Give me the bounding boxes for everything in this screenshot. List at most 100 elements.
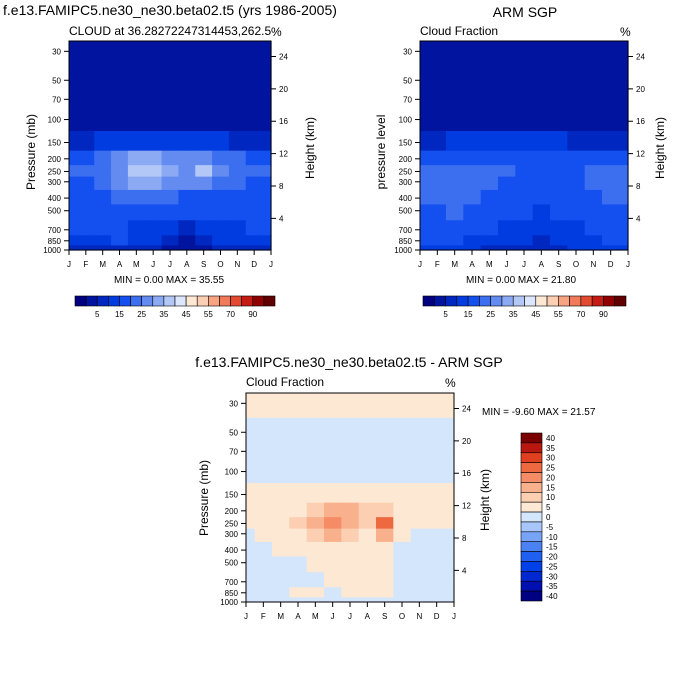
data-cell [445, 517, 455, 530]
data-cell [619, 85, 629, 132]
colorbar-label: 5 [95, 310, 100, 319]
data-cell [428, 245, 447, 251]
data-cell [127, 189, 146, 206]
y-tick-label: 150 [399, 139, 413, 148]
data-cell [428, 541, 446, 558]
colorbar-label: 25 [546, 464, 555, 473]
colorbar-box [520, 501, 543, 513]
panel2-units-label: % [620, 25, 631, 39]
data-cell [446, 85, 464, 132]
x-tick-label: M [486, 260, 493, 269]
colorbar-label: -10 [546, 533, 558, 542]
data-cell [420, 220, 430, 236]
data-cell [69, 165, 79, 178]
colorbar-box [96, 295, 109, 307]
data-cell [246, 572, 256, 588]
data-cell [289, 517, 308, 530]
x-tick-label: F [435, 260, 440, 269]
data-cell [420, 131, 430, 152]
data-cell [420, 176, 430, 191]
data-cell [463, 150, 482, 166]
data-cell [94, 204, 112, 221]
data-cell [272, 451, 290, 484]
data-cell [246, 528, 256, 543]
data-cell [144, 204, 163, 221]
data-cell [245, 220, 264, 236]
y-right-tick-label: 8 [279, 182, 284, 191]
data-cell [602, 150, 620, 166]
data-cell [358, 587, 377, 598]
data-cell [254, 587, 273, 598]
colorbar-box [141, 295, 154, 307]
colorbar-label: 15 [546, 483, 555, 492]
data-cell [245, 189, 264, 206]
data-cell [245, 176, 264, 191]
data-cell [306, 417, 325, 453]
data-cell [550, 131, 568, 152]
colorbar-box [208, 295, 220, 307]
data-cell [446, 41, 464, 87]
colorbar-box [520, 551, 543, 562]
data-cell [94, 165, 112, 178]
data-cell [446, 131, 464, 152]
y-right-tick-label: 8 [462, 534, 467, 543]
data-cell [324, 597, 342, 603]
data-cell [324, 528, 342, 543]
y-tick-label: 500 [399, 207, 413, 216]
data-cell [306, 556, 325, 573]
colorbar-label: -40 [546, 592, 558, 601]
colorbar-label: -20 [546, 553, 558, 562]
data-cell [161, 235, 180, 246]
data-cell [584, 245, 603, 251]
y-tick-label: 850 [225, 589, 239, 598]
data-cell [393, 393, 412, 419]
data-cell [567, 85, 586, 132]
panel1-units-label: % [271, 25, 282, 39]
data-cell [272, 597, 290, 603]
data-cell [262, 85, 272, 132]
data-cell [111, 220, 129, 236]
y-tick-label: 150 [225, 491, 239, 500]
data-cell [127, 245, 146, 251]
y-tick-label: 1000 [43, 246, 61, 255]
y-right-tick-label: 12 [279, 150, 288, 159]
data-cell [428, 189, 447, 206]
data-cell [178, 85, 196, 132]
data-cell [550, 150, 568, 166]
data-cell [144, 189, 163, 206]
panel2-variable-label: Cloud Fraction [420, 24, 498, 38]
data-cell [77, 245, 95, 251]
data-cell [480, 150, 499, 166]
data-cell [463, 245, 482, 251]
data-cell [428, 204, 447, 221]
data-cell [410, 451, 429, 484]
data-cell [272, 483, 290, 504]
y-tick-label: 200 [48, 155, 62, 164]
data-cell [245, 235, 264, 246]
data-cell [69, 235, 79, 246]
x-tick-label: J [244, 612, 248, 621]
data-cell [144, 150, 163, 166]
data-cell [69, 245, 79, 251]
data-cell [127, 204, 146, 221]
data-cell [358, 483, 377, 504]
data-cell [77, 41, 95, 87]
data-cell [445, 483, 455, 504]
colorbar-box [614, 295, 627, 307]
colorbar-box [591, 295, 604, 307]
data-cell [246, 597, 256, 603]
data-cell [178, 41, 196, 87]
data-cell [393, 528, 412, 543]
data-cell [602, 204, 620, 221]
data-cell [341, 483, 360, 504]
data-cell [602, 189, 620, 206]
data-cell [246, 451, 256, 484]
data-cell [480, 85, 499, 132]
data-cell [550, 204, 568, 221]
data-cell [161, 41, 180, 87]
data-cell [410, 541, 429, 558]
data-cell [245, 41, 264, 87]
y-tick-label: 70 [403, 95, 412, 104]
data-cell [515, 235, 534, 246]
